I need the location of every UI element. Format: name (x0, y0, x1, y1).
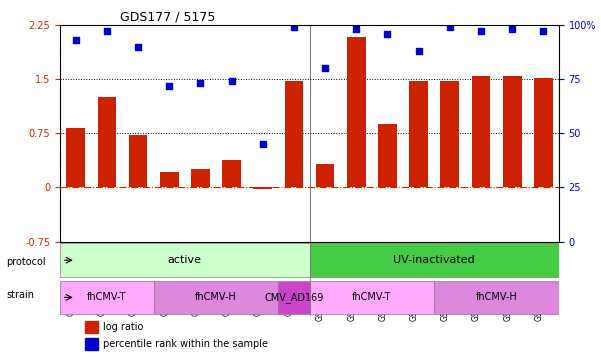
FancyBboxPatch shape (278, 281, 310, 314)
Text: log ratio: log ratio (103, 322, 143, 332)
Bar (378, 124, 397, 187)
Point (445, 24, 454, 30)
Point (414, 48, 424, 54)
Text: percentile rank within the sample: percentile rank within the sample (103, 339, 267, 349)
Text: fhCMV-T: fhCMV-T (352, 292, 392, 302)
Text: GSM825: GSM825 (67, 285, 76, 316)
Text: GSM830: GSM830 (191, 285, 200, 316)
Bar (85, 321, 97, 333)
Text: fhCMV-H: fhCMV-H (195, 292, 237, 302)
Point (195, 81, 205, 86)
Point (102, 29, 112, 34)
Bar (254, 187, 272, 189)
Bar (129, 135, 147, 187)
Bar (191, 169, 210, 187)
Point (320, 65, 330, 71)
Bar (347, 37, 365, 187)
Point (289, 24, 299, 30)
Point (352, 26, 361, 32)
Text: GSM6825: GSM6825 (410, 285, 419, 321)
Point (71, 37, 81, 43)
Text: GSM6818: GSM6818 (441, 285, 450, 321)
Text: GSM6819: GSM6819 (472, 285, 481, 321)
Bar (316, 164, 335, 187)
FancyBboxPatch shape (154, 281, 278, 314)
Point (133, 44, 143, 50)
Bar (160, 172, 178, 187)
Bar (534, 78, 553, 187)
Text: GSM832: GSM832 (254, 285, 263, 316)
Bar (97, 97, 116, 187)
Text: GSM6822: GSM6822 (316, 285, 325, 321)
Point (476, 29, 486, 34)
FancyBboxPatch shape (310, 281, 434, 314)
Text: GSM827: GSM827 (98, 285, 107, 316)
Text: fhCMV-T: fhCMV-T (87, 292, 127, 302)
Point (165, 83, 174, 89)
Point (383, 31, 392, 36)
Bar (503, 76, 522, 187)
Point (538, 29, 548, 34)
Text: protocol: protocol (6, 257, 46, 267)
Bar (472, 76, 490, 187)
Text: GDS177 / 5175: GDS177 / 5175 (120, 11, 215, 24)
Text: strain: strain (6, 290, 34, 300)
Bar (85, 338, 97, 350)
Text: GSM6820: GSM6820 (503, 285, 512, 321)
Text: GSM6821: GSM6821 (534, 285, 543, 321)
Text: active: active (168, 255, 202, 265)
FancyBboxPatch shape (310, 243, 559, 277)
FancyBboxPatch shape (60, 281, 154, 314)
Bar (285, 81, 304, 187)
Text: GSM828: GSM828 (129, 285, 138, 316)
Text: GSM829: GSM829 (160, 285, 169, 316)
Text: GSM6823: GSM6823 (347, 285, 356, 321)
Bar (441, 81, 459, 187)
FancyBboxPatch shape (434, 281, 559, 314)
Bar (66, 128, 85, 187)
Bar (409, 81, 428, 187)
Text: GSM831: GSM831 (222, 285, 231, 316)
Text: GSM6824: GSM6824 (379, 285, 388, 321)
Text: CMV_AD169: CMV_AD169 (264, 292, 323, 303)
Point (507, 26, 517, 32)
Text: UV-inactivated: UV-inactivated (393, 255, 475, 265)
Text: fhCMV-H: fhCMV-H (476, 292, 517, 302)
Bar (222, 160, 241, 187)
Point (258, 141, 267, 147)
Text: GSM833: GSM833 (285, 285, 294, 316)
Point (227, 79, 236, 84)
FancyBboxPatch shape (60, 243, 310, 277)
